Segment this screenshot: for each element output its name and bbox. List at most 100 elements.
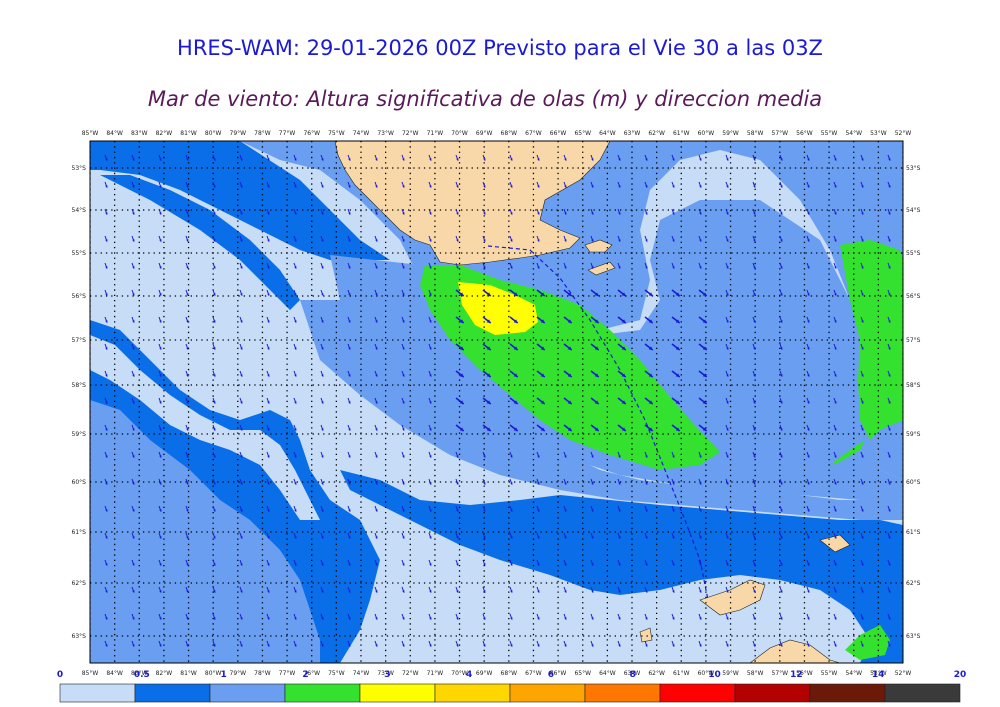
wave-arrow-head [780, 482, 783, 485]
wave-arrow-head [132, 536, 135, 539]
lon-label-top: 68°W [501, 130, 518, 137]
wave-arrow-head [834, 212, 837, 215]
lon-label-top: 64°W [599, 130, 616, 137]
wave-arrow-head [375, 563, 378, 566]
wave-arrow-head [456, 536, 459, 539]
wave-arrow-head [726, 293, 729, 296]
wave-arrow-head [753, 644, 756, 647]
wave-arrow-head [621, 346, 626, 351]
wave-arrow-head [645, 266, 648, 269]
wave-arrow-head [648, 319, 653, 324]
wave-arrow-head [375, 455, 378, 458]
wave-arrow-head [429, 644, 432, 647]
wave-arrow-head [726, 590, 729, 593]
wave-arrow-head [699, 482, 702, 485]
wave-arrow-head [699, 617, 702, 620]
wave-arrow-head [753, 482, 756, 485]
wave-arrow-head [186, 374, 189, 377]
wave-arrow-head [510, 536, 513, 539]
wave-arrow-head [402, 428, 405, 431]
lon-label-top: 74°W [353, 130, 370, 137]
wave-arrow-head [807, 617, 810, 620]
wave-arrow-head [159, 158, 162, 161]
map-frame [89, 140, 904, 664]
wave-arrow-head [618, 185, 621, 188]
wave-arrow-head [294, 509, 297, 512]
wave-arrow-head [645, 509, 648, 512]
wave-arrow-head [618, 266, 621, 269]
wave-arrow-head [591, 158, 594, 161]
wave-arrow-head [456, 644, 459, 647]
wave-arrow-head [537, 239, 540, 242]
wave-arrow-head [621, 373, 626, 378]
wave-arrow-head [510, 185, 513, 188]
wave-arrow-head [429, 293, 432, 296]
wave-arrow-head [699, 644, 702, 647]
wave-arrow-head [861, 212, 864, 215]
wave-arrow-head [321, 401, 324, 404]
wave-arrow-head [888, 617, 891, 620]
wave-arrow-head [567, 427, 572, 432]
wave-arrow-head [348, 428, 351, 431]
wave-arrow-head [375, 320, 378, 323]
wave-arrow-head [267, 563, 270, 566]
wave-arrow-head [375, 212, 378, 215]
wave-arrow-head [186, 320, 189, 323]
wave-arrow-head [888, 239, 891, 242]
wave-arrow-head [321, 266, 324, 269]
wave-arrow-head [861, 617, 864, 620]
lon-label-top: 79°W [230, 130, 247, 137]
wave-arrow-head [537, 590, 540, 593]
wave-arrow-head [726, 509, 729, 512]
wave-arrow-head [321, 185, 324, 188]
wave-arrow-head [753, 374, 756, 377]
wave-arrow-head [105, 293, 108, 296]
lon-label-bottom: 76°W [303, 670, 320, 677]
lat-label-left: 54°S [72, 207, 87, 214]
wave-arrow-head [402, 563, 405, 566]
wave-arrow-head [321, 374, 324, 377]
wave-arrow-head [486, 373, 491, 378]
wave-arrow-head [510, 563, 513, 566]
sea-band-0-0.5-west-strip [90, 335, 320, 520]
wave-arrow-head [888, 644, 891, 647]
wave-arrow-head [348, 239, 351, 242]
wave-arrow-head [726, 644, 729, 647]
wave-arrow-head [375, 428, 378, 431]
wave-arrow-head [564, 239, 567, 242]
wave-arrow-head [648, 373, 653, 378]
wave-arrow-head [456, 455, 459, 458]
latitude-labels-right: 53°S 54°S 55°S 56°S 57°S 58°S 59°S 60°S 61°S 62°S… [906, 165, 921, 640]
wave-arrow-head [564, 563, 567, 566]
wave-arrow-head [702, 373, 707, 378]
wave-arrow-head [294, 644, 297, 647]
wave-arrow-head [564, 455, 567, 458]
lon-label-bottom: 80°W [205, 670, 222, 677]
wave-arrow-head [267, 590, 270, 593]
wave-arrow-head [402, 374, 405, 377]
wave-arrow-head [486, 319, 491, 324]
wave-arrow-head [726, 455, 729, 458]
wave-arrow-head [240, 374, 243, 377]
wave-arrow-head [105, 320, 108, 323]
wave-arrow-head [105, 590, 108, 593]
lon-label-bottom: 81°W [180, 670, 197, 677]
wave-arrow-head [348, 374, 351, 377]
wave-arrow-head [861, 509, 864, 512]
wave-arrow-head [510, 482, 513, 485]
wave-arrow-head [321, 455, 324, 458]
wave-arrow-head [834, 401, 837, 404]
wave-arrow-head [888, 320, 891, 323]
wave-arrow-head [429, 509, 432, 512]
lat-label-left: 55°S [72, 250, 87, 257]
lat-label-left: 58°S [72, 382, 87, 389]
wave-arrow-head [699, 212, 702, 215]
wave-arrow-head [537, 455, 540, 458]
wave-arrow-head [186, 428, 189, 431]
wave-arrow-head [294, 293, 297, 296]
land-tierra-del-fuego [334, 141, 611, 266]
wave-arrow-head [105, 644, 108, 647]
colorbar-label: 0 [57, 670, 63, 680]
wave-arrow-head [699, 509, 702, 512]
lon-label-top: 69°W [476, 130, 493, 137]
